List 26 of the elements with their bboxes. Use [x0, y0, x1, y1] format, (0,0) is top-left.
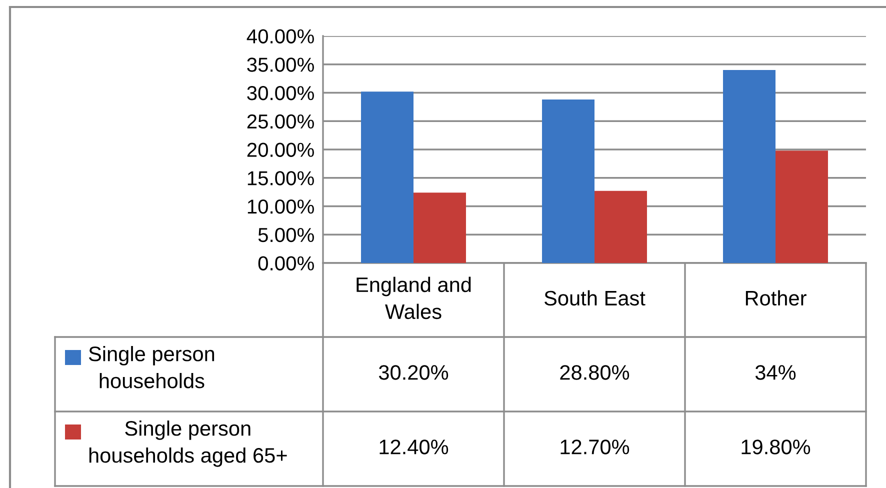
- bar: [776, 150, 828, 263]
- x-tick-label: South East: [544, 290, 646, 306]
- y-tick-label: 25.00%: [247, 114, 314, 129]
- y-tick-label: 40.00%: [246, 29, 314, 44]
- y-tick-label: 30.00%: [247, 86, 314, 100]
- y-tick-label: 5.00%: [258, 228, 314, 242]
- y-tick-label: 35.00%: [247, 58, 314, 72]
- legend-label: Single person households aged 65+: [89, 420, 287, 467]
- bar: [542, 100, 594, 263]
- data-label: 12.40%: [380, 440, 448, 454]
- y-tick-label: 0.00%: [258, 256, 314, 270]
- legend-label: Single person households: [88, 346, 214, 388]
- data-label: 30.20%: [378, 365, 448, 380]
- x-tick-label: England and Wales: [356, 276, 471, 320]
- data-label: 34%: [755, 365, 796, 380]
- y-tick-label: 15.00%: [248, 171, 314, 186]
- bar: [414, 192, 466, 263]
- y-tick-label: 20.00%: [247, 142, 314, 157]
- y-tick-label: 10.00%: [248, 199, 314, 214]
- data-label: 28.80%: [560, 365, 630, 380]
- bar: [594, 190, 647, 263]
- bar: [361, 92, 414, 263]
- data-label: 19.80%: [742, 440, 810, 454]
- x-tick-label: Rother: [746, 290, 806, 306]
- bar: [723, 70, 776, 263]
- data-label: 12.70%: [560, 440, 630, 454]
